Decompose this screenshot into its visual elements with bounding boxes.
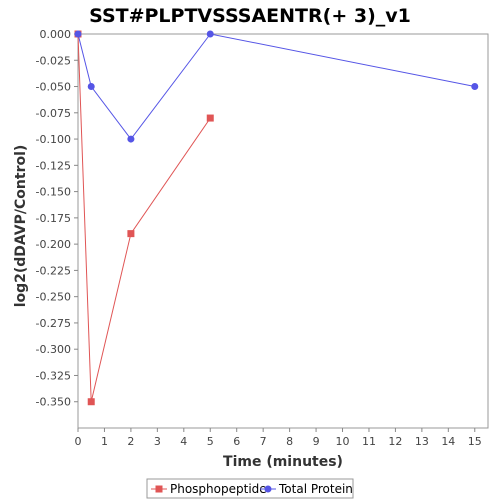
x-tick-label: 12 — [388, 435, 402, 448]
y-tick-label: -0.350 — [36, 396, 71, 409]
y-tick-label: -0.125 — [36, 159, 71, 172]
y-tick-label: -0.250 — [36, 291, 71, 304]
x-tick-label: 7 — [260, 435, 267, 448]
y-axis: 0.000 -0.025 -0.050 -0.075 -0.100 -0.125 -0.15… — [36, 28, 78, 409]
x-tick-label: 13 — [415, 435, 429, 448]
plot-frame — [77, 33, 489, 429]
x-tick-label: 5 — [207, 435, 214, 448]
data-point — [471, 83, 479, 91]
series-layer — [74, 30, 479, 406]
data-point — [87, 83, 95, 91]
y-tick-label: -0.275 — [36, 317, 71, 330]
data-point — [206, 114, 214, 122]
data-point — [127, 230, 135, 238]
series-2 — [74, 30, 479, 143]
data-point — [127, 135, 135, 143]
y-tick-label: -0.300 — [36, 343, 71, 356]
x-tick-label: 1 — [101, 435, 108, 448]
y-tick-label: -0.100 — [36, 133, 71, 146]
legend-label: Total Protein — [278, 482, 353, 496]
legend-item-1: Phosphopeptide — [151, 482, 267, 496]
y-tick-label: -0.050 — [36, 81, 71, 94]
y-tick-label: -0.225 — [36, 264, 71, 277]
x-tick-label: 8 — [286, 435, 293, 448]
legend-marker — [155, 485, 163, 493]
legend: Phosphopeptide Total Protein — [146, 478, 354, 499]
y-axis-label: log2(dDAVP/Control) — [13, 145, 29, 308]
x-tick-label: 3 — [154, 435, 161, 448]
x-tick-label: 10 — [336, 435, 350, 448]
x-axis: 0 1 2 3 4 5 6 7 8 9 10 11 12 13 14 15 — [75, 428, 482, 448]
data-point — [87, 398, 95, 406]
y-tick-label: -0.200 — [36, 238, 71, 251]
x-tick-label: 2 — [127, 435, 134, 448]
y-tick-label: -0.150 — [36, 186, 71, 199]
y-tick-label: -0.175 — [36, 212, 71, 225]
legend-label: Phosphopeptide — [170, 482, 267, 496]
x-tick-label: 9 — [313, 435, 320, 448]
x-tick-label: 11 — [362, 435, 376, 448]
x-tick-label: 14 — [441, 435, 455, 448]
series-line — [77, 33, 211, 402]
x-tick-label: 0 — [75, 435, 82, 448]
legend-box — [146, 478, 354, 499]
x-tick-label: 6 — [233, 435, 240, 448]
data-point — [206, 30, 214, 38]
legend-item-2: Total Protein — [260, 482, 353, 496]
plot-area — [77, 33, 489, 429]
data-point — [74, 30, 82, 38]
y-tick-label: -0.325 — [36, 369, 71, 382]
y-tick-label: 0.000 — [40, 28, 72, 41]
x-axis-label: Time (minutes) — [223, 454, 343, 470]
y-tick-label: -0.025 — [36, 54, 71, 67]
x-tick-label: 4 — [180, 435, 187, 448]
chart-title: SST#PLPTVSSSAENTR(+ 3)_v1 — [89, 5, 411, 27]
legend-marker — [264, 485, 272, 493]
x-tick-label: 15 — [468, 435, 482, 448]
y-tick-label: -0.075 — [36, 107, 71, 120]
